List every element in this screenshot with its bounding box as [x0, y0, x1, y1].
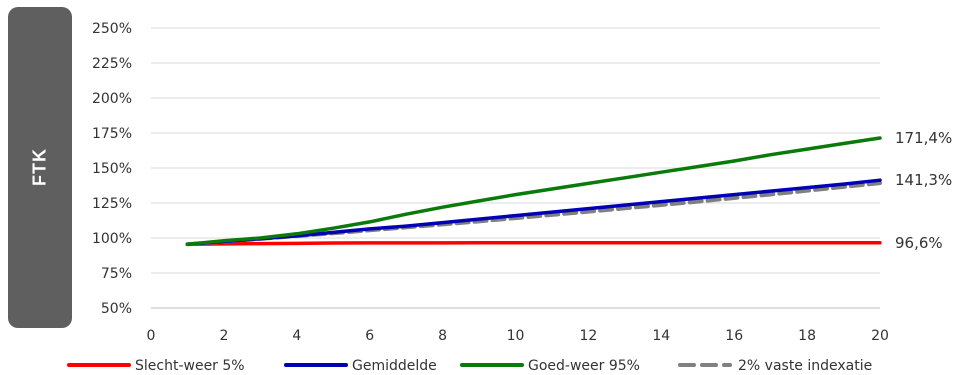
end-value-label: 171,4% — [895, 129, 952, 147]
legend-label: Slecht-weer 5% — [135, 358, 245, 374]
y-tick-label: 225% — [92, 56, 132, 72]
y-tick-label: 250% — [92, 21, 132, 37]
y-tick-label: 175% — [92, 126, 132, 142]
x-tick-label: 10 — [507, 328, 525, 344]
x-tick-label: 6 — [365, 328, 374, 344]
x-tick-label: 14 — [652, 328, 670, 344]
x-tick-label: 8 — [438, 328, 447, 344]
end-labels: 96,6% 141,3% 171,4% — [895, 129, 952, 252]
side-tab — [8, 7, 72, 328]
series-line — [185, 136, 882, 247]
legend: Slecht-weer 5% Gemiddelde Goed-weer 95% 2% … — [67, 358, 872, 374]
y-tick-label: 150% — [92, 161, 132, 177]
x-tick-label: 2 — [219, 328, 228, 344]
x-tick-label: 0 — [147, 328, 156, 344]
y-tick-label: 75% — [101, 266, 132, 282]
legend-label: 2% vaste indexatie — [738, 358, 872, 374]
y-tick-label: 100% — [92, 231, 132, 247]
x-tick-label: 20 — [871, 328, 889, 344]
series-line — [185, 178, 882, 247]
y-tick-label: 200% — [92, 91, 132, 107]
x-tick-label: 16 — [725, 328, 743, 344]
gridlines — [151, 27, 880, 309]
end-value-label: 96,6% — [895, 234, 943, 252]
x-tick-label: 4 — [292, 328, 301, 344]
y-tick-label: 125% — [92, 196, 132, 212]
x-tick-label: 12 — [579, 328, 597, 344]
legend-label: Gemiddelde — [352, 358, 437, 374]
series-lines — [185, 136, 882, 247]
y-tick-label: 50% — [101, 301, 132, 317]
x-tick-label: 18 — [798, 328, 816, 344]
end-value-label: 141,3% — [895, 171, 952, 189]
legend-label: Goed-weer 95% — [528, 358, 640, 374]
x-axis-ticks: 0 2 4 6 8 10 12 14 16 18 20 — [147, 328, 889, 344]
y-axis-ticks: 50% 75% 100% 125% 150% 175% 200% 225% 250% — [92, 21, 132, 317]
series-line — [185, 241, 882, 247]
